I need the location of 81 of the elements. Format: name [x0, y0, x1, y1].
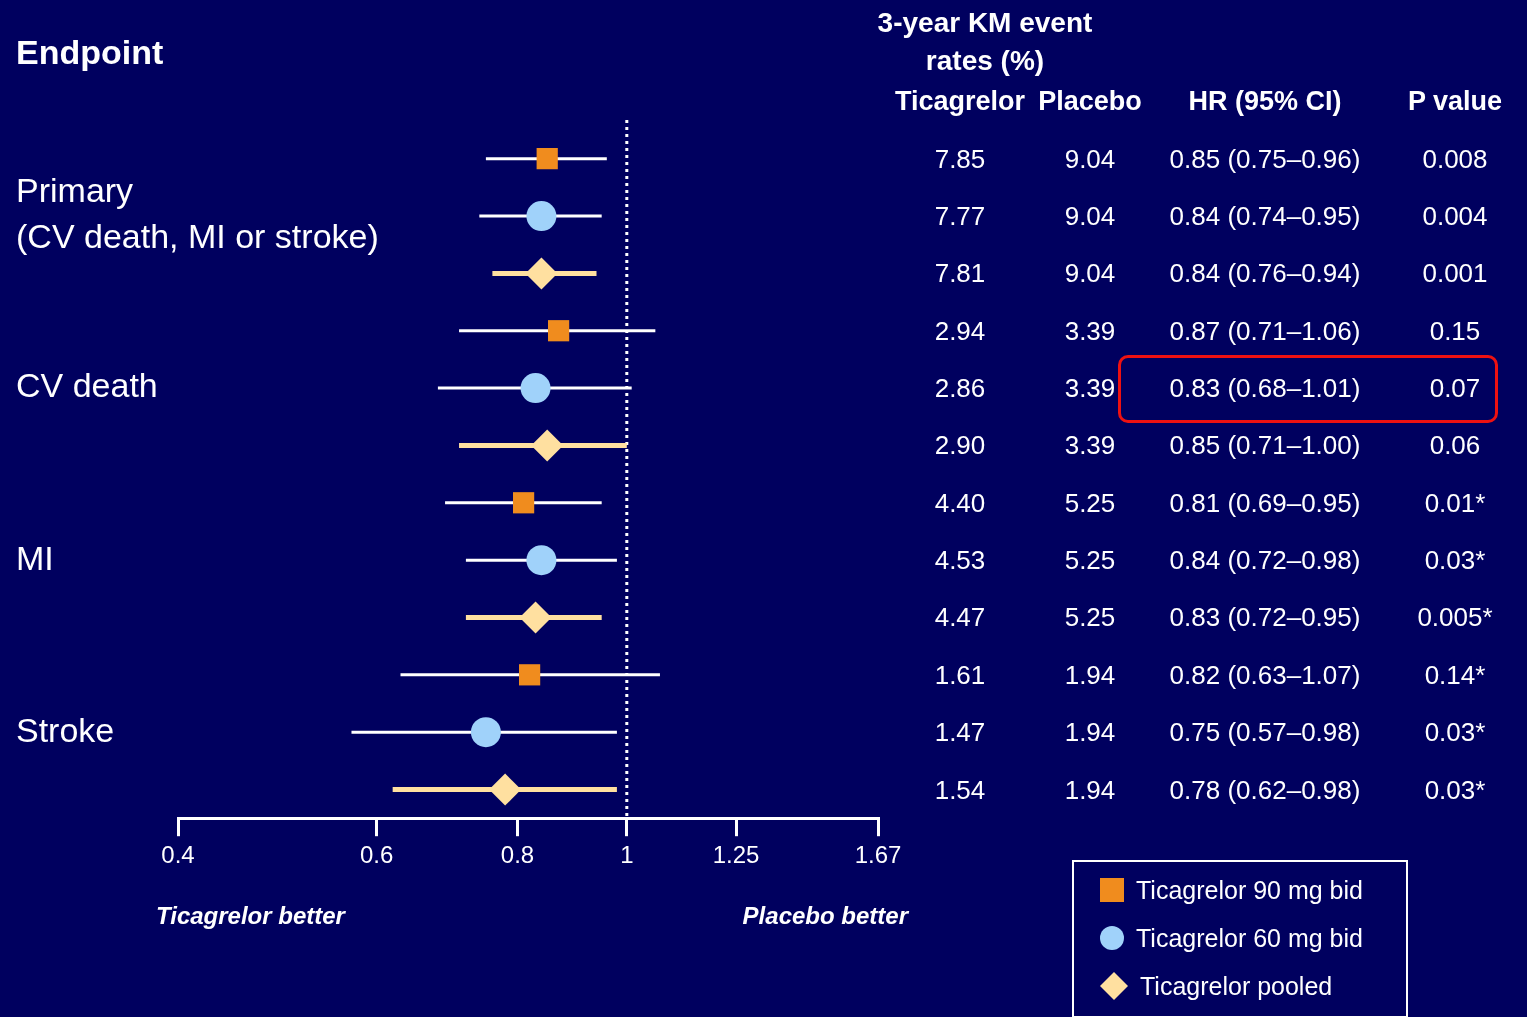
- text: 0.07: [1429, 373, 1481, 404]
- point: [519, 664, 541, 686]
- point: [536, 148, 558, 170]
- text: 3.39: [1064, 430, 1116, 461]
- text: Placebo better: [742, 901, 910, 929]
- text: 0.14*: [1424, 659, 1486, 690]
- category-label: Ticagrelor: [894, 86, 1026, 116]
- point: [531, 429, 564, 462]
- x-tick-label: 1.25: [712, 841, 760, 869]
- text: 0.06: [1429, 430, 1481, 461]
- text: 4.40: [934, 487, 986, 518]
- point: [525, 257, 558, 290]
- text: 1.94: [1064, 659, 1116, 690]
- point: [519, 601, 552, 634]
- text: 0.84 (0.74–0.95): [1169, 201, 1361, 232]
- y-tick-label: Stroke: [16, 710, 115, 749]
- x-tick-label: 0.8: [500, 841, 535, 869]
- x-tick-label: 1: [620, 841, 634, 869]
- text: 0.03*: [1424, 774, 1486, 805]
- text: 0.82 (0.63–1.07): [1169, 659, 1361, 690]
- point: [526, 201, 557, 232]
- text: 3.39: [1064, 373, 1116, 404]
- x-tick-label: 0.4: [161, 841, 195, 869]
- text: 1.47: [934, 717, 986, 748]
- text: 0.84 (0.72–0.98): [1169, 545, 1361, 576]
- text: 3.39: [1064, 315, 1116, 346]
- text: 0.87 (0.71–1.06): [1169, 315, 1361, 346]
- text: 0.001: [1422, 258, 1488, 289]
- text: 0.85 (0.75–0.96): [1169, 143, 1361, 174]
- legend-label: Ticagrelor 90 mg bid: [1136, 875, 1363, 905]
- point: [547, 320, 570, 342]
- text: 0.01*: [1424, 487, 1486, 518]
- text: 0.83 (0.72–0.95): [1169, 602, 1361, 633]
- text: 5.25: [1064, 487, 1116, 518]
- text: 7.77: [934, 201, 986, 232]
- y-tick-label: Primary (CV death, MI or stroke): [16, 171, 379, 256]
- x-tick-label: 1.67: [854, 841, 902, 869]
- legend-label: Ticagrelor 60 mg bid: [1136, 923, 1363, 953]
- point: [526, 545, 557, 576]
- text: 5.25: [1064, 545, 1116, 576]
- text: 0.03*: [1424, 545, 1486, 576]
- text: 4.53: [934, 545, 986, 576]
- text: 0.008: [1422, 143, 1488, 174]
- text: 1.61: [934, 659, 986, 690]
- text: 7.85: [934, 143, 986, 174]
- point: [489, 773, 522, 806]
- text: 1.94: [1064, 717, 1116, 748]
- text: 1.94: [1064, 774, 1116, 805]
- legend-label: Ticagrelor pooled: [1140, 971, 1333, 1001]
- text: 7.81: [934, 258, 986, 289]
- text: 0.03*: [1424, 717, 1486, 748]
- text: 2.90: [934, 430, 986, 461]
- text: Ticagrelor better: [156, 901, 347, 929]
- text: 9.04: [1064, 258, 1116, 289]
- text: 0.81 (0.69–0.95): [1169, 487, 1361, 518]
- text: 0.15: [1429, 315, 1481, 346]
- text: 5.25: [1064, 602, 1116, 633]
- point: [512, 492, 535, 514]
- text: 0.75 (0.57–0.98): [1169, 717, 1361, 748]
- text: 2.94: [934, 315, 986, 346]
- text: 0.004: [1422, 201, 1488, 232]
- point: [520, 373, 551, 404]
- text: 1.54: [934, 774, 986, 805]
- text: 0.85 (0.71–1.00): [1169, 430, 1361, 461]
- text: 0.005*: [1417, 602, 1493, 633]
- point: [470, 717, 501, 748]
- category-label: P value: [1406, 86, 1504, 117]
- text: 2.86: [934, 373, 986, 404]
- x-tick-label: 0.6: [359, 841, 394, 869]
- category-label: HR (95% CI): [1187, 86, 1343, 117]
- category-label: Placebo: [1038, 86, 1142, 116]
- text: 0.83 (0.68–1.01): [1169, 373, 1361, 404]
- y-tick-label: CV death: [16, 366, 158, 405]
- text: 0.84 (0.76–0.94): [1169, 258, 1361, 289]
- text: 9.04: [1064, 201, 1116, 232]
- y-axis-title: Endpoint: [16, 33, 164, 72]
- text: 3-year KM event rates (%): [876, 6, 1094, 78]
- text: 4.47: [934, 602, 986, 633]
- text: 9.04: [1064, 143, 1116, 174]
- text: 0.78 (0.62–0.98): [1169, 774, 1361, 805]
- y-tick-label: MI: [16, 538, 54, 577]
